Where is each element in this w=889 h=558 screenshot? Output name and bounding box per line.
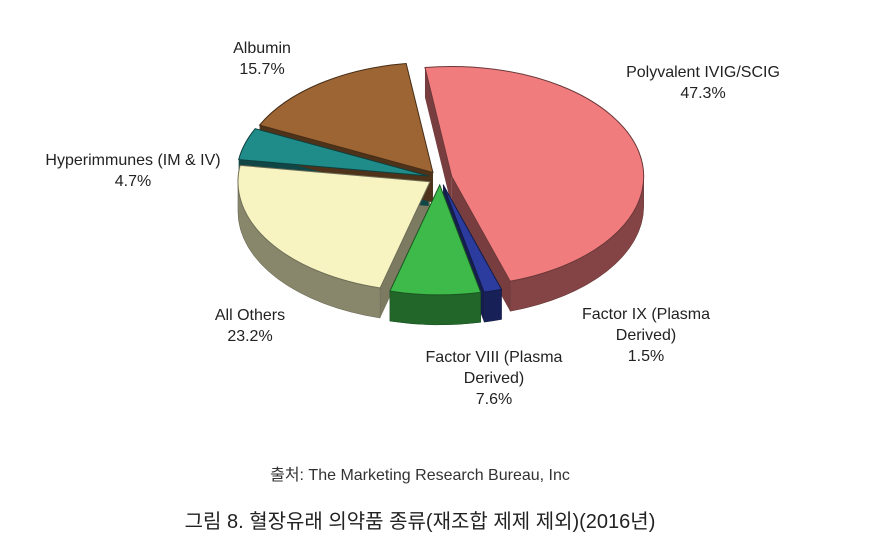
slice-label: Factor VIII (Plasma Derived) 7.6% [399,347,589,410]
slice [237,164,431,289]
slice [238,128,429,177]
value-label: 4.7% [114,173,152,190]
slice [258,62,434,174]
slice-side [389,290,481,326]
slice-side [380,181,430,318]
category-label: Factor VIII (Plasma Derived) [425,349,563,387]
value-label: 7.6% [475,391,513,408]
slice-label: Albumin 15.7% [202,38,322,80]
slice-label: Polyvalent IVIG/SCIG 47.3% [603,62,803,104]
value-label: 23.2% [227,328,273,345]
slice-side [483,289,502,323]
value-label: 15.7% [239,61,285,78]
slice [424,65,645,282]
source-note: 출처: The Marketing Research Bureau, Inc [270,467,570,484]
slice-label: Factor IX (Plasma Derived) 1.5% [561,304,731,367]
category-label: Hyperimmunes (IM & IV) [45,152,221,169]
figure-caption: 그림 8. 혈장유래 의약품 종류(재조합 제제 제외)(2016년) [184,511,656,533]
value-label: 47.3% [680,85,726,102]
slice-side [424,67,452,207]
slice-label: Hyperimmunes (IM & IV) 4.7% [33,150,233,192]
category-label: All Others [214,307,286,324]
slice [389,183,482,296]
value-label: 1.5% [627,348,665,365]
slice-side [451,176,511,312]
slice [442,184,503,293]
category-label: Factor IX (Plasma Derived) [581,306,711,344]
category-label: Polyvalent IVIG/SCIG [626,64,780,81]
category-label: Albumin [233,40,291,57]
slice-label: All Others 23.2% [190,305,310,347]
